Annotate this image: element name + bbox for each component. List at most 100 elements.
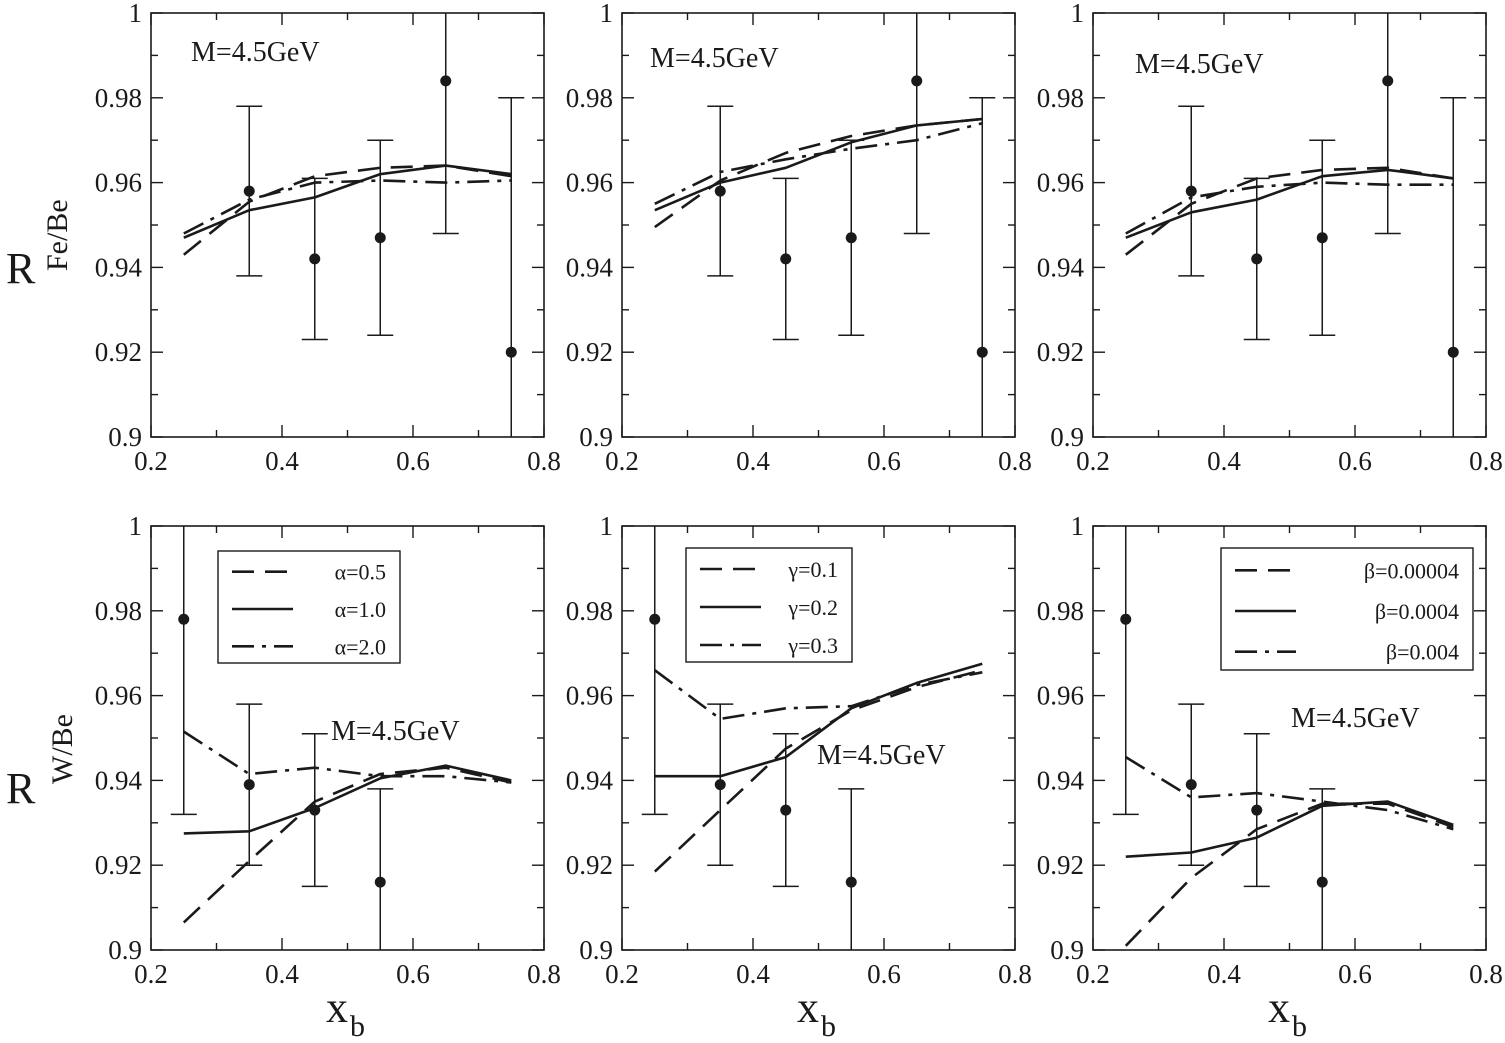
y-tick-label: 1 — [129, 511, 143, 541]
plot-area — [170, 526, 512, 950]
series-line-solid — [183, 164, 512, 239]
panels: 0.2 0.4 0.6 0.8 0.9 0.92 0.94 0.96 0.98 1 M=4.5GeV… — [95, 0, 1503, 989]
legend-label: γ=0.3 — [787, 633, 838, 658]
data-point — [440, 75, 452, 87]
y-axis-title-top: R Fe/Be — [6, 199, 74, 293]
data-point — [505, 346, 517, 358]
y-tick-label: 1 — [600, 511, 614, 541]
legend: α=0.5 α=1.0 α=2.0 — [217, 550, 401, 664]
y-tick-label: 0.92 — [1037, 337, 1084, 367]
x-axis-title-right-main: x — [1268, 983, 1290, 1032]
legend-label: γ=0.2 — [787, 595, 838, 620]
series-line-solid — [1125, 800, 1454, 858]
data-point — [845, 232, 857, 244]
mass-annotation: M=4.5GeV — [191, 37, 320, 68]
data-point — [1251, 253, 1263, 265]
x-tick-label: 0.2 — [1076, 959, 1110, 989]
legend-label: β=0.00004 — [1364, 558, 1459, 583]
plot-area — [641, 526, 983, 950]
data-point — [1185, 779, 1197, 791]
legend-box — [217, 550, 401, 664]
y-axis-title-bottom: R W/Be — [6, 714, 79, 813]
x-axis-title-left-main: x — [326, 983, 348, 1032]
data-point — [911, 75, 923, 87]
plot-area — [654, 13, 996, 437]
data-point — [714, 779, 726, 791]
x-tick-label: 0.4 — [1207, 446, 1241, 476]
y-tick-label: 0.98 — [95, 83, 142, 113]
series-line-dashed — [1124, 802, 1454, 947]
plot-area — [1125, 13, 1467, 437]
data-point — [845, 876, 857, 888]
x-axis-title-middle-main: x — [797, 983, 819, 1032]
y-tick-label: 0.98 — [566, 83, 613, 113]
y-tick-label: 0.94 — [566, 252, 614, 282]
y-tick-label: 0.92 — [1037, 850, 1084, 880]
panel-bottom-middle: 0.2 0.4 0.6 0.8 0.9 0.92 0.94 0.96 0.98 1 M=4.5GeV… — [566, 511, 1032, 989]
x-tick-label: 0.4 — [736, 959, 770, 989]
y-tick-label: 1 — [1071, 511, 1085, 541]
y-tick-label: 0.98 — [1037, 596, 1084, 626]
x-tick-label: 0.8 — [527, 959, 561, 989]
y-axis-title-bottom-sub: W/Be — [46, 714, 79, 784]
y-tick-label: 0.92 — [95, 850, 142, 880]
mass-annotation: M=4.5GeV — [650, 43, 779, 74]
series-line-dashed — [653, 668, 983, 873]
x-tick-label: 0.6 — [867, 446, 901, 476]
x-axis-title-middle-sub: b — [821, 1010, 836, 1043]
series-line-dashdot — [654, 121, 983, 205]
x-tick-label: 0.8 — [1469, 959, 1503, 989]
panel-top-left: 0.2 0.4 0.6 0.8 0.9 0.92 0.94 0.96 0.98 1 M=4.5GeV — [95, 0, 561, 476]
series-line-dashdot — [654, 669, 983, 721]
data-point — [243, 185, 255, 197]
series-line-dashdot — [1125, 181, 1454, 235]
data-point — [374, 876, 386, 888]
data-point — [374, 232, 386, 244]
panel-top-right: 0.2 0.4 0.6 0.8 0.9 0.92 0.94 0.96 0.98 1 M=4.5GeV — [1037, 0, 1503, 476]
y-tick-label: 1 — [129, 0, 143, 28]
plot-area — [182, 13, 525, 437]
x-tick-label: 0.4 — [265, 446, 299, 476]
x-tick-label: 0.2 — [134, 446, 168, 476]
y-tick-label: 1 — [600, 0, 614, 28]
data-point — [243, 779, 255, 791]
y-axis-title-top-sub: Fe/Be — [41, 199, 74, 271]
series-line-solid — [183, 764, 512, 835]
x-tick-label: 0.2 — [605, 446, 639, 476]
series-line-solid — [654, 117, 983, 212]
data-point — [178, 613, 190, 625]
y-tick-label: 0.96 — [95, 168, 142, 198]
x-tick-label: 0.4 — [736, 446, 770, 476]
y-axis-title-top-main: R — [6, 244, 36, 293]
data-point — [976, 346, 988, 358]
legend-label: β=0.0004 — [1375, 599, 1459, 624]
x-tick-label: 0.6 — [1338, 446, 1372, 476]
series-line-dashed — [182, 164, 512, 256]
legend-box — [1220, 547, 1474, 671]
series-line-solid — [1125, 168, 1454, 239]
mass-annotation: M=4.5GeV — [1135, 49, 1264, 80]
x-tick-label: 0.2 — [605, 959, 639, 989]
plot-area — [1112, 526, 1454, 950]
panel-bottom-left: 0.2 0.4 0.6 0.8 0.9 0.92 0.94 0.96 0.98 1 M=4.5GeV… — [95, 511, 561, 989]
data-point — [1120, 613, 1132, 625]
x-tick-label: 0.6 — [396, 959, 430, 989]
x-axis-title-right-sub: b — [1292, 1010, 1307, 1043]
x-tick-label: 0.6 — [1338, 959, 1372, 989]
data-point — [1447, 346, 1459, 358]
x-tick-label: 0.6 — [867, 959, 901, 989]
y-tick-label: 0.94 — [95, 252, 143, 282]
x-axis-title-right: x b — [1268, 983, 1307, 1043]
data-point — [1316, 876, 1328, 888]
mass-annotation: M=4.5GeV — [331, 716, 460, 747]
x-tick-label: 0.6 — [396, 446, 430, 476]
data-point — [309, 253, 321, 265]
y-tick-label: 0.96 — [95, 681, 142, 711]
y-tick-label: 0.9 — [1050, 935, 1084, 965]
data-point — [1251, 804, 1263, 816]
x-axis-title-middle: x b — [797, 983, 836, 1043]
legend-label: α=2.0 — [335, 634, 386, 659]
series-line-dashed — [1125, 166, 1454, 256]
y-tick-label: 1 — [1071, 0, 1085, 28]
